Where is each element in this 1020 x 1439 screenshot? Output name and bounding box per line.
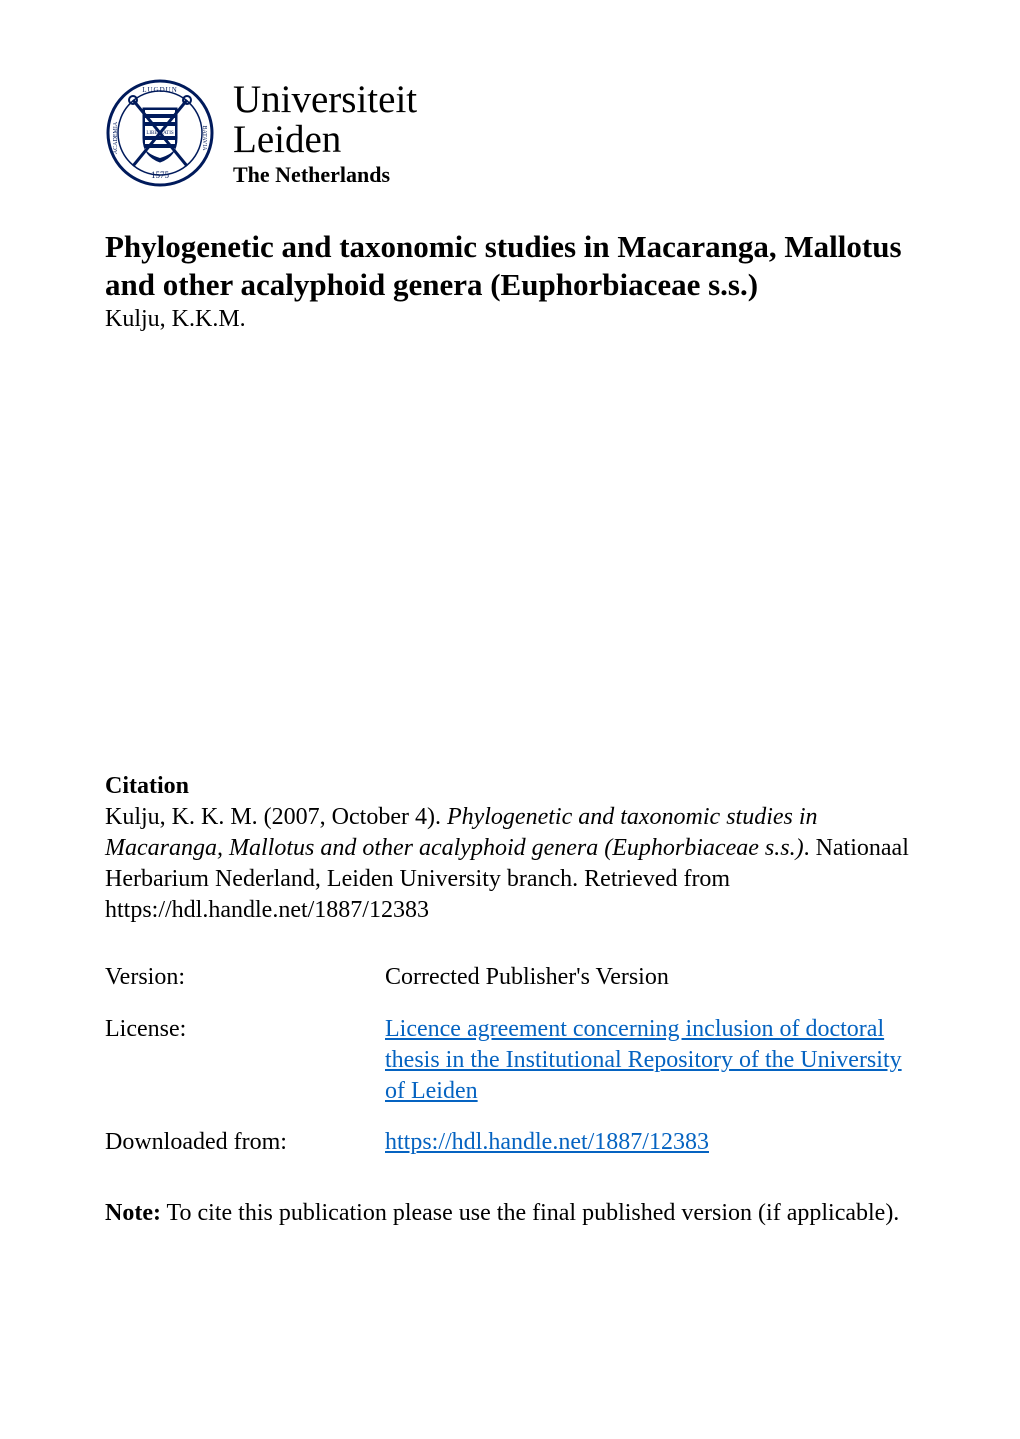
paper-title: Phylogenetic and taxonomic studies in Ma… [105, 228, 915, 304]
table-row: Version: Corrected Publisher's Version [105, 952, 915, 1003]
meta-value-downloaded: https://hdl.handle.net/1887/12383 [385, 1117, 915, 1168]
meta-table: Version: Corrected Publisher's Version L… [105, 952, 915, 1168]
meta-value-license: Licence agreement concerning inclusion o… [385, 1004, 915, 1118]
license-link[interactable]: Licence agreement concerning inclusion o… [385, 1016, 902, 1104]
citation-pre: Kulju, K. K. M. (2007, October 4). [105, 804, 447, 830]
meta-label-license: License: [105, 1004, 385, 1118]
table-row: Downloaded from: https://hdl.handle.net/… [105, 1117, 915, 1168]
note-text: To cite this publication please use the … [161, 1200, 899, 1226]
seal-motto-left: ACADEMIA [113, 121, 119, 154]
university-name-line2: Leiden [233, 120, 417, 161]
table-row: License: Licence agreement concerning in… [105, 1004, 915, 1118]
note-block: Note: To cite this publication please us… [105, 1198, 915, 1229]
seal-svg: LUGDUN ACADEMIA BATAVIA LIBERTATIS 1575 [105, 78, 215, 188]
seal-motto-top: LUGDUN [142, 86, 178, 94]
paper-authors: Kulju, K.K.M. [105, 306, 915, 333]
seal-motto-right: BATAVIA [201, 125, 207, 151]
university-text-block: Universiteit Leiden The Netherlands [233, 80, 417, 187]
citation-heading: Citation [105, 773, 915, 800]
header-block: LUGDUN ACADEMIA BATAVIA LIBERTATIS 1575 [105, 78, 915, 188]
meta-label-downloaded: Downloaded from: [105, 1117, 385, 1168]
seal-year: 1575 [151, 170, 170, 180]
note-label: Note: [105, 1200, 161, 1226]
downloaded-link[interactable]: https://hdl.handle.net/1887/12383 [385, 1129, 709, 1155]
citation-text: Kulju, K. K. M. (2007, October 4). Phylo… [105, 802, 915, 927]
university-seal-icon: LUGDUN ACADEMIA BATAVIA LIBERTATIS 1575 [105, 78, 215, 188]
meta-value-version: Corrected Publisher's Version [385, 952, 915, 1003]
page-root: LUGDUN ACADEMIA BATAVIA LIBERTATIS 1575 [0, 0, 1020, 1439]
title-block: Phylogenetic and taxonomic studies in Ma… [105, 228, 915, 333]
citation-block: Citation Kulju, K. K. M. (2007, October … [105, 773, 915, 927]
university-country: The Netherlands [233, 163, 417, 186]
meta-label-version: Version: [105, 952, 385, 1003]
university-name-line1: Universiteit [233, 80, 417, 121]
